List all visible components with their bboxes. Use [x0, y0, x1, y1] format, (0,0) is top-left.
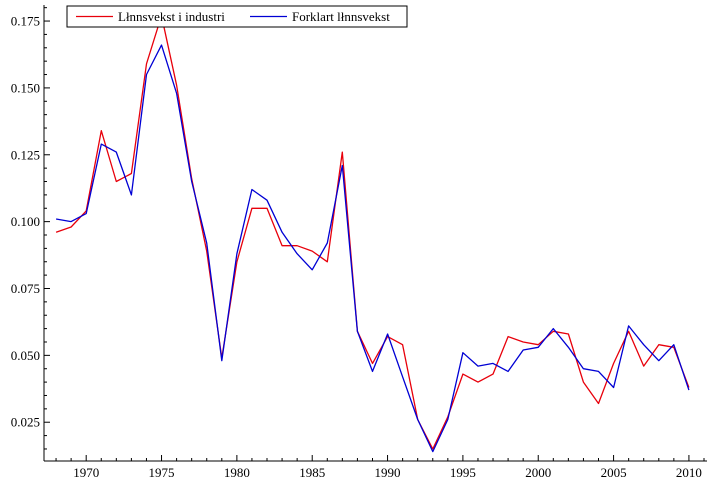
series-lines [55, 15, 690, 453]
y-tick-label: 0.100 [11, 214, 40, 229]
x-tick-label: 1990 [375, 465, 401, 480]
legend-label-1: Lłnnsvekst i industri [118, 9, 225, 24]
x-tick-label: 2010 [676, 465, 702, 480]
series-line-2 [55, 44, 690, 453]
y-tick-label: 0.025 [11, 415, 40, 430]
legend-label-2: Forklart lłnnsvekst [292, 9, 390, 24]
y-tick-label: 0.075 [11, 281, 40, 296]
x-tick-label: 1980 [224, 465, 250, 480]
y-tick-label: 0.050 [11, 348, 40, 363]
x-tick-label: 1975 [149, 465, 175, 480]
x-tick-label: 2000 [525, 465, 551, 480]
legend-box [66, 5, 408, 28]
x-tick-label: 1995 [450, 465, 476, 480]
y-tick-label: 0.175 [11, 14, 40, 29]
ticks: 1970 1975 1980 1985 1990 1995 2000 2005 2010 0.02… [11, 7, 705, 480]
x-tick-label: 1970 [73, 465, 99, 480]
y-tick-label: 0.125 [11, 147, 40, 162]
axes [43, 5, 707, 462]
y-tick-label: 0.150 [11, 80, 40, 95]
x-tick-label: 1985 [299, 465, 325, 480]
x-tick-label: 2005 [601, 465, 627, 480]
series-line-1 [55, 15, 690, 450]
legend: Lłnnsvekst i industri Forklart lłnnsvekst [66, 5, 408, 28]
